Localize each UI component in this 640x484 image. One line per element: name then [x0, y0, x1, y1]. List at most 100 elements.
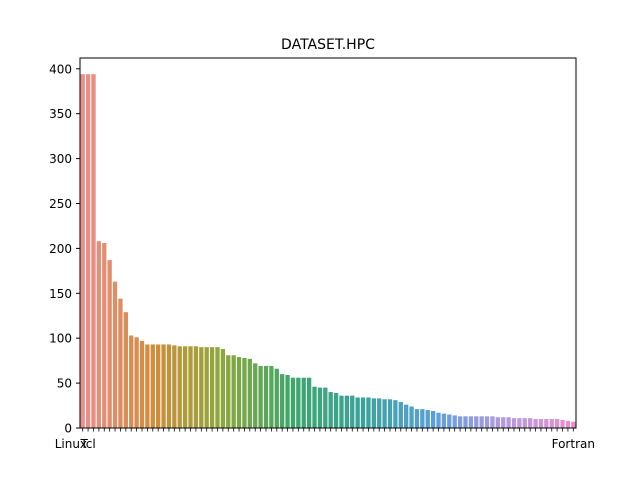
y-tick-label: 350 — [49, 107, 72, 121]
x-tick-label: Tcl — [79, 437, 95, 451]
bar — [166, 344, 172, 428]
bar — [258, 366, 263, 428]
bar — [215, 347, 220, 428]
bar — [263, 366, 269, 428]
bar — [425, 410, 430, 428]
bar — [290, 377, 296, 428]
y-tick-label: 50 — [57, 377, 72, 391]
bar — [156, 344, 161, 428]
bar — [441, 413, 447, 428]
bar — [123, 312, 128, 428]
bar — [554, 419, 560, 428]
bar — [236, 357, 242, 428]
bar — [96, 241, 102, 428]
y-tick-label: 150 — [49, 287, 72, 301]
bar — [528, 418, 533, 428]
bar — [344, 395, 350, 428]
bar — [517, 418, 522, 428]
bar — [414, 409, 420, 428]
bar — [350, 395, 355, 428]
bar — [382, 399, 387, 428]
bar — [150, 344, 155, 428]
bar — [430, 410, 436, 428]
bar — [371, 398, 376, 428]
y-tick-label: 100 — [49, 332, 72, 346]
bar — [323, 387, 328, 428]
bar — [479, 416, 484, 428]
bar — [377, 398, 382, 428]
bar — [296, 377, 301, 428]
bar — [80, 74, 85, 429]
bar — [317, 387, 323, 428]
bar — [409, 406, 414, 428]
bar — [457, 416, 463, 428]
bar — [398, 401, 403, 428]
bar — [161, 344, 166, 428]
bar — [112, 281, 118, 428]
x-tick-label: Linux — [55, 437, 87, 451]
chart-title: DATASET.HPC — [281, 37, 375, 53]
y-tick-label: 400 — [49, 62, 72, 76]
bar — [107, 260, 112, 428]
y-tick-label: 300 — [49, 152, 72, 166]
x-tick-label: Fortran — [552, 437, 595, 451]
bar — [253, 363, 258, 428]
bar — [129, 335, 134, 428]
bar — [306, 377, 312, 428]
bars-group — [80, 74, 576, 429]
bar — [387, 399, 393, 428]
bar — [522, 418, 527, 428]
bar — [501, 417, 506, 428]
bar — [393, 400, 398, 428]
bar — [182, 346, 188, 428]
bar — [468, 416, 474, 428]
bar — [85, 74, 91, 429]
bar — [188, 346, 193, 428]
bar — [220, 348, 226, 428]
bar — [339, 395, 344, 428]
bar — [118, 298, 123, 428]
bar — [447, 414, 452, 428]
bar — [560, 419, 565, 428]
bar — [360, 397, 366, 428]
bar — [495, 417, 500, 428]
bar — [226, 355, 231, 428]
bar — [102, 243, 107, 428]
bar — [333, 392, 339, 428]
bar — [204, 347, 209, 428]
bar — [177, 346, 182, 428]
bar — [301, 377, 306, 428]
y-axis: 0 50 100 150 200 250 300 350 400 — [49, 62, 80, 436]
bar — [312, 386, 317, 428]
bar — [355, 397, 360, 428]
bar — [134, 337, 139, 428]
bar — [145, 344, 150, 428]
y-tick-label: 250 — [49, 197, 72, 211]
y-tick-label: 0 — [64, 422, 72, 436]
bar — [420, 409, 425, 428]
bar — [193, 346, 199, 428]
bar — [571, 421, 576, 428]
bar — [490, 416, 495, 428]
bar — [538, 419, 544, 428]
bar — [463, 416, 468, 428]
bar — [436, 412, 441, 428]
bar — [544, 419, 549, 428]
bar — [139, 340, 145, 428]
bar — [231, 355, 236, 428]
bar — [452, 415, 457, 428]
bar — [274, 368, 279, 428]
bar — [474, 416, 479, 428]
bar — [565, 420, 571, 428]
bar — [209, 347, 215, 428]
bar — [328, 392, 333, 428]
bar — [549, 419, 554, 428]
plot-frame — [79, 57, 577, 429]
bar — [511, 418, 517, 428]
y-tick-label: 200 — [49, 242, 72, 256]
bar — [247, 358, 252, 428]
bar — [199, 347, 204, 428]
